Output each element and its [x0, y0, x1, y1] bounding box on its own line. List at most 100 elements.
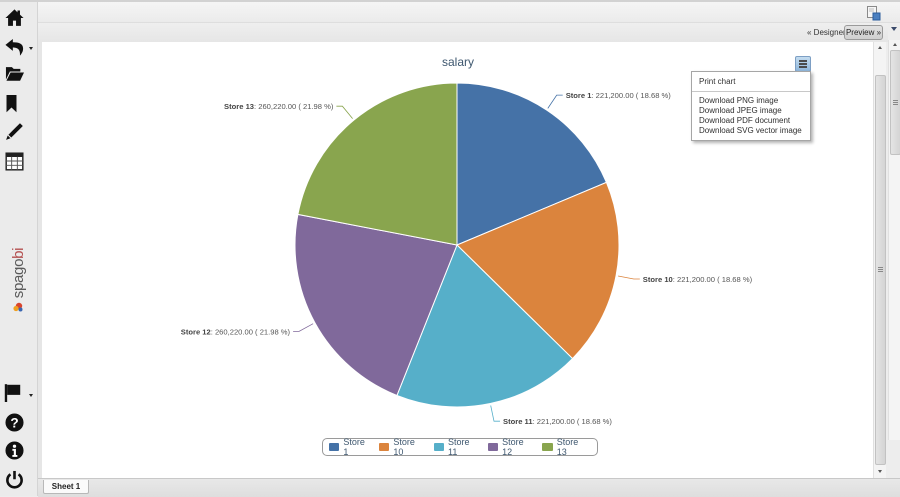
scrollbar-thumb[interactable] — [875, 75, 886, 465]
home-icon — [4, 8, 24, 26]
chart-legend: Store 1 Store 10 Store 11 Store 12 Store 13 — [322, 437, 598, 457]
spagobi-logo: spagobi — [2, 236, 36, 320]
language-dropdown-caret[interactable] — [29, 394, 33, 397]
legend-item-store-1[interactable]: Store 1 — [329, 437, 371, 457]
pie-slice-store-1[interactable] — [456, 82, 608, 246]
chart-container: salary Store 1: 221,200.00 ( 18.68 %) Sto… — [42, 42, 873, 478]
data-label: Store 10: 221,200.00 ( 18.68 %) — [643, 275, 753, 284]
legend-label: Store 1 — [343, 437, 365, 457]
bookmark-icon — [6, 94, 16, 112]
data-label-connector — [618, 275, 640, 280]
menu-separator — [692, 91, 810, 92]
content-vertical-scrollbar[interactable] — [873, 42, 886, 478]
data-label: Store 1: 221,200.00 ( 18.68 %) — [566, 91, 672, 100]
legend-swatch — [542, 443, 553, 451]
data-label: Store 12: 260,220.00 ( 21.98 %) — [181, 327, 291, 336]
legend-swatch — [378, 443, 390, 451]
preview-button[interactable]: Preview » — [844, 25, 883, 40]
data-label-connector — [293, 323, 314, 332]
table-button[interactable] — [4, 151, 24, 171]
data-label-name: Store 10 — [643, 275, 673, 284]
legend-item-store-12[interactable]: Store 12 — [487, 437, 535, 457]
menu-item-download-png[interactable]: Download PNG image — [699, 96, 779, 105]
top-border — [0, 0, 900, 2]
menu-item-download-svg[interactable]: Download SVG vector image — [699, 126, 802, 135]
menu-item-download-jpeg[interactable]: Download JPEG image — [699, 106, 782, 115]
folder-open-icon — [5, 66, 24, 81]
scroll-up-arrow-icon[interactable] — [878, 46, 882, 49]
pencil-icon — [5, 122, 23, 140]
grip-line — [878, 269, 883, 270]
back-dropdown-caret[interactable] — [29, 47, 33, 50]
pie-slices — [294, 82, 620, 408]
logo-text-accent: bi — [10, 247, 27, 259]
pie-slice-store-10[interactable] — [456, 181, 620, 360]
pie-slice-store-13[interactable] — [297, 82, 458, 246]
spagobi-bird-icon — [13, 302, 23, 312]
legend-swatch — [487, 443, 499, 451]
data-label-value: : 221,200.00 ( 18.68 %) — [533, 417, 613, 426]
data-label-connector — [336, 105, 353, 119]
menu-item-download-pdf[interactable]: Download PDF document — [699, 116, 791, 125]
data-label-value: : 221,200.00 ( 18.68 %) — [591, 91, 671, 100]
table-icon — [4, 151, 24, 171]
pie-slice-store-12[interactable] — [294, 213, 458, 397]
legend-item-store-11[interactable]: Store 11 — [433, 437, 480, 457]
pie-slice-store-11[interactable] — [396, 244, 574, 408]
open-folder-button[interactable] — [4, 63, 24, 83]
help-icon: ? — [4, 412, 24, 432]
export-icon[interactable] — [866, 6, 881, 21]
help-button[interactable]: ? — [4, 412, 24, 432]
back-button[interactable] — [4, 37, 24, 57]
grip-line — [878, 267, 883, 268]
info-button[interactable] — [4, 440, 24, 460]
hamburger-line — [799, 63, 807, 65]
designer-toolbar — [38, 23, 888, 42]
logout-button[interactable] — [4, 469, 24, 489]
scroll-up-arrow-icon[interactable] — [893, 43, 897, 46]
designer-link[interactable]: « Designer — [807, 28, 846, 37]
page-vertical-scrollbar[interactable] — [888, 40, 900, 440]
legend-swatch — [329, 443, 340, 451]
legend-label: Store 10 — [393, 437, 415, 457]
legend-item-store-13[interactable]: Store 13 — [542, 437, 589, 457]
legend-swatch — [433, 443, 445, 451]
edit-button[interactable] — [4, 121, 24, 141]
undo-arrow-icon — [4, 38, 23, 56]
data-label-name: Store 11 — [503, 417, 533, 426]
data-label-connector — [547, 94, 563, 109]
chart-menu-button[interactable] — [795, 56, 811, 72]
data-label-name: Store 12 — [181, 327, 211, 336]
data-label-value: : 260,220.00 ( 21.98 %) — [254, 102, 334, 111]
svg-text:?: ? — [10, 415, 18, 430]
hamburger-line — [799, 66, 807, 68]
pie-chart: salary Store 1: 221,200.00 ( 18.68 %)Sto… — [181, 55, 753, 426]
legend-label: Store 13 — [556, 437, 579, 457]
grip-line — [893, 104, 898, 105]
home-button[interactable] — [4, 7, 24, 27]
flag-icon — [4, 383, 20, 402]
info-icon — [4, 440, 24, 460]
bookmarks-button[interactable] — [1, 93, 21, 113]
legend-label: Store 12 — [502, 437, 524, 457]
pie-data-labels: Store 1: 221,200.00 ( 18.68 %)Store 10: … — [181, 91, 753, 426]
data-label-value: : 260,220.00 ( 21.98 %) — [211, 327, 291, 336]
language-button[interactable] — [2, 382, 22, 402]
data-label-name: Store 1 — [566, 91, 593, 100]
chart-title: salary — [442, 55, 474, 69]
toolbar-dropdown-caret[interactable] — [891, 27, 897, 31]
scroll-down-arrow-icon[interactable] — [878, 470, 882, 473]
menu-item-print-chart[interactable]: Print chart — [699, 77, 736, 86]
sheet-tab-bar — [38, 478, 900, 497]
tab-sheet-1[interactable]: Sheet 1 — [43, 480, 89, 494]
grip-line — [893, 100, 898, 101]
logo-text-main: spago — [10, 258, 27, 299]
legend-item-store-10[interactable]: Store 10 — [378, 437, 426, 457]
top-toolbar — [38, 2, 900, 23]
sidebar: spagobi ? — [0, 0, 38, 496]
power-icon — [5, 470, 23, 488]
scrollbar-thumb[interactable] — [890, 50, 900, 155]
grip-line — [893, 102, 898, 103]
data-label-connector — [490, 405, 500, 422]
hamburger-menu-icon — [799, 60, 807, 62]
